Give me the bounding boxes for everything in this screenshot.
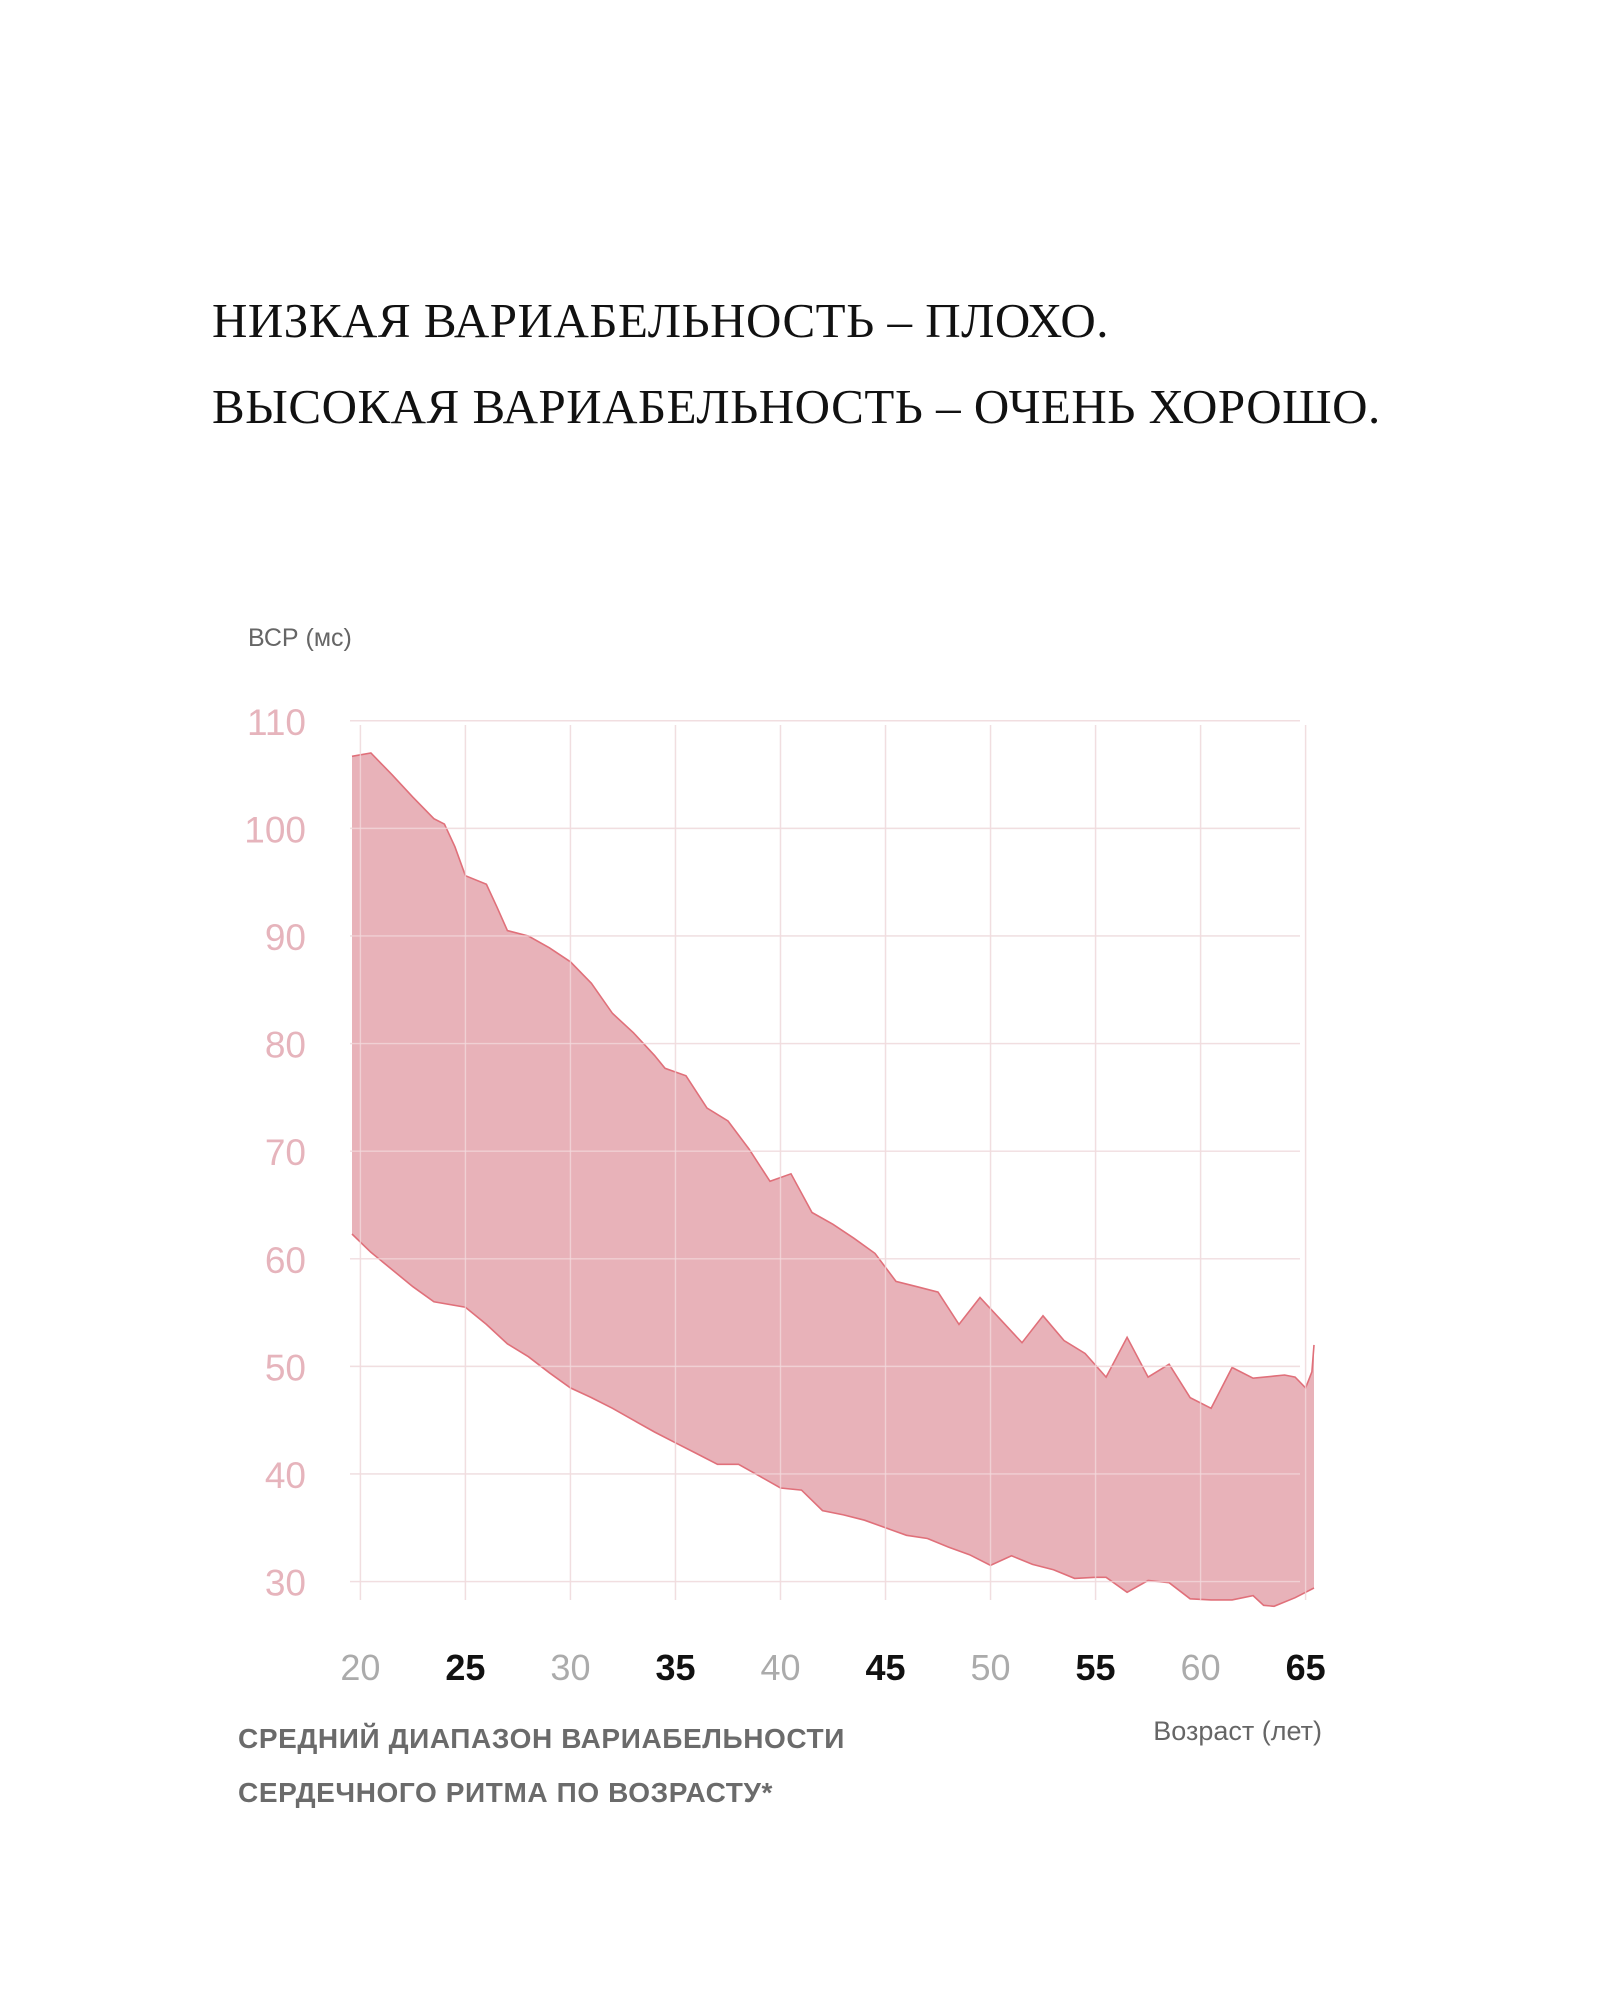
x-tick-label-60: 60	[1181, 1647, 1221, 1688]
y-tick-label-30: 30	[265, 1563, 306, 1604]
x-axis-ticks: 20 25 30 35 40 45 50 55 60 65	[340, 1647, 1325, 1688]
x-tick-label-20: 20	[340, 1647, 380, 1688]
headline-line-1: НИЗКАЯ ВАРИАБЕЛЬНОСТЬ – ПЛОХО.	[212, 293, 1109, 348]
x-tick-label-45: 45	[865, 1647, 905, 1688]
band-upper-line	[351, 752, 1315, 1410]
y-tick-label-100: 100	[244, 809, 306, 850]
y-tick-label-40: 40	[265, 1455, 306, 1496]
band-area	[352, 753, 1314, 1607]
headline: НИЗКАЯ ВАРИАБЕЛЬНОСТЬ – ПЛОХО. ВЫСОКАЯ В…	[212, 278, 1381, 450]
chart-caption: СРЕДНИЙ ДИАПАЗОН ВАРИАБЕЛЬНОСТИ СЕРДЕЧНО…	[238, 1712, 845, 1820]
hrv-range-band	[351, 752, 1315, 1608]
x-tick-label-55: 55	[1076, 1647, 1116, 1688]
y-tick-label-90: 90	[265, 917, 306, 958]
y-tick-label-80: 80	[265, 1025, 306, 1066]
x-tick-label-25: 25	[445, 1647, 485, 1688]
y-tick-label-50: 50	[265, 1347, 306, 1388]
x-tick-label-35: 35	[655, 1647, 695, 1688]
chart-caption-line-1: СРЕДНИЙ ДИАПАЗОН ВАРИАБЕЛЬНОСТИ	[238, 1723, 845, 1754]
x-tick-label-30: 30	[550, 1647, 590, 1688]
x-axis-label: Возраст (лет)	[1153, 1716, 1322, 1746]
y-tick-label-70: 70	[265, 1132, 306, 1173]
y-tick-label-60: 60	[265, 1240, 306, 1281]
y-axis-label: ВСР (мс)	[248, 624, 352, 652]
x-tick-label-50: 50	[971, 1647, 1011, 1688]
band-lower-line	[351, 1233, 1315, 1608]
y-tick-label-110: 110	[247, 702, 306, 743]
chart-caption-line-2: СЕРДЕЧНОГО РИТМА ПО ВОЗРАСТУ*	[238, 1777, 774, 1808]
x-tick-label-65: 65	[1286, 1647, 1326, 1688]
x-tick-label-40: 40	[760, 1647, 800, 1688]
y-axis-ticks: 30 40 50 60 70 80 90 100 110	[244, 702, 306, 1604]
headline-line-2: ВЫСОКАЯ ВАРИАБЕЛЬНОСТЬ – ОЧЕНЬ ХОРОШО.	[212, 379, 1381, 434]
chart-grid-over-band	[350, 720, 1307, 1600]
